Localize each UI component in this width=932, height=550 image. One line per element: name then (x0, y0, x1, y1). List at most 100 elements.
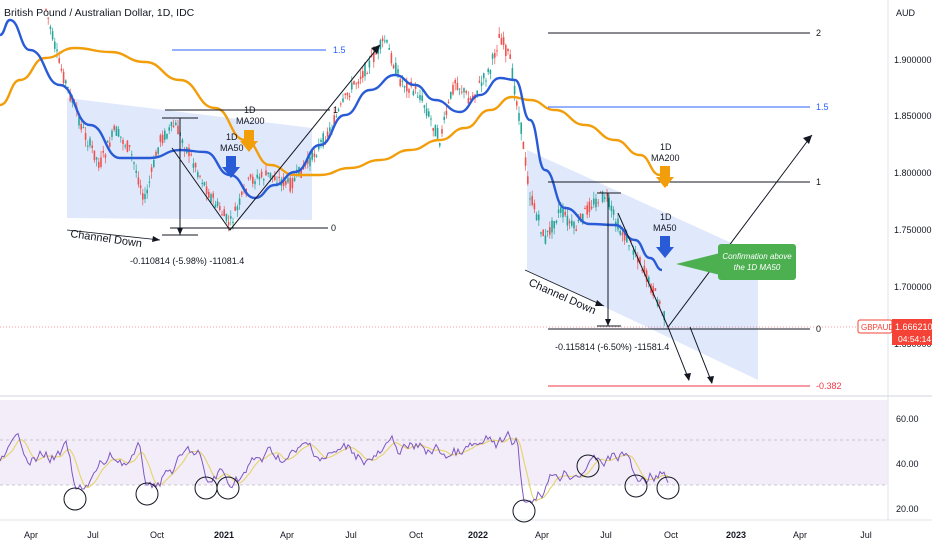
rsi-low-circle-8[interactable] (656, 476, 680, 500)
candle-body (564, 211, 566, 216)
candle-body (98, 161, 100, 168)
rsi-low-circle-2[interactable] (135, 482, 159, 506)
candle-body (139, 185, 142, 189)
measure-left-arrowhead (177, 228, 183, 235)
candle-body (155, 151, 157, 157)
rsi-tick: 20.00 (896, 504, 919, 514)
candle-body (553, 221, 555, 229)
time-axis[interactable]: Apr Jul Oct 2021 Apr Jul Oct 2022 Apr Jul Oct 2023 A… (24, 530, 872, 540)
candle-body (227, 221, 230, 226)
candle-body (100, 157, 102, 167)
rsi-low-circle-5[interactable] (512, 499, 536, 523)
price-axis-currency: AUD (896, 8, 916, 18)
candle-body (430, 118, 432, 120)
projection-left[interactable] (171, 44, 381, 231)
candle-body (434, 125, 437, 137)
candle-body (214, 204, 217, 208)
candle-body (549, 227, 551, 235)
candle-body (487, 68, 489, 73)
callout-line-1: Confirmation above (722, 252, 792, 261)
candle-body (414, 86, 417, 89)
rsi-low-circle-1[interactable] (63, 487, 87, 511)
candle-body (480, 82, 483, 86)
projection-right-down-1[interactable] (667, 326, 690, 381)
candle-body (456, 82, 459, 90)
candle-body (348, 95, 351, 98)
candle-body (199, 175, 201, 177)
candle-body (582, 213, 584, 224)
candle-body (311, 149, 313, 160)
candle-body (241, 191, 243, 195)
candle-body (408, 89, 410, 93)
candle-body (584, 207, 586, 209)
candle-body (485, 80, 487, 82)
candle-body (271, 175, 274, 177)
callout-pointer (676, 252, 724, 276)
candle-body (47, 17, 49, 19)
symbol-badge-text: GBPAUD (861, 323, 894, 332)
candle-body (78, 116, 80, 126)
candle-body (612, 209, 615, 215)
candle-body (219, 206, 221, 211)
rsi-low-circle-4[interactable] (216, 476, 240, 500)
candle-body (663, 311, 665, 321)
candle-body (93, 150, 96, 161)
measure-left-label: -0.110814 (-5.98%) -11081.4 (130, 256, 244, 266)
candle-body (516, 101, 518, 106)
candle-body (65, 80, 67, 84)
candle-body (87, 145, 89, 147)
rsi-low-circle-6[interactable] (576, 454, 600, 478)
candle-body (49, 26, 52, 30)
candle-body (247, 177, 250, 179)
candle-body (366, 73, 368, 75)
candle-body (496, 50, 498, 52)
candle-body (610, 205, 613, 212)
candle-body (313, 153, 316, 158)
fib-right-0-label: 0 (816, 324, 821, 334)
ma200-line (0, 46, 669, 187)
candle-body (337, 109, 340, 111)
candle-body (500, 37, 503, 45)
candle-body (428, 111, 430, 117)
candle-body (353, 81, 355, 85)
candle-body (289, 177, 291, 192)
candle-body (465, 91, 467, 93)
measure-right-arrowhead (605, 319, 611, 326)
candle-body (399, 79, 401, 87)
candle-body (412, 91, 415, 96)
projection-right-down-2[interactable] (689, 326, 713, 384)
candle-body (172, 125, 175, 128)
rsi-low-circle-7[interactable] (624, 474, 648, 498)
price-candles (45, 8, 665, 327)
candle-body (124, 145, 126, 147)
candle-body (401, 80, 404, 82)
candle-body (527, 176, 529, 184)
ma50-right-label-2: MA50 (653, 223, 677, 233)
candle-body (315, 155, 318, 157)
candle-body (544, 235, 547, 244)
time-tick: Jul (87, 530, 99, 540)
candle-body (395, 62, 397, 76)
rsi-axis-ticks[interactable]: 60.00 40.00 20.00 (896, 414, 919, 514)
candle-body (483, 73, 485, 79)
time-tick: 2021 (214, 530, 234, 540)
candle-body (346, 92, 349, 96)
candle-body (423, 105, 426, 108)
candle-body (318, 143, 320, 150)
candle-body (157, 147, 159, 154)
candle-body (511, 68, 514, 80)
chart-title[interactable]: British Pound / Australian Dollar, 1D, I… (4, 7, 195, 19)
candle-body (60, 68, 63, 71)
candle-body (533, 203, 536, 210)
time-tick: Apr (280, 530, 294, 540)
candle-body (452, 84, 454, 95)
candle-body (659, 301, 661, 304)
last-price-badge[interactable] (892, 319, 932, 345)
candle-body (362, 71, 364, 78)
channel-left[interactable] (67, 98, 312, 220)
candle-body (628, 245, 630, 247)
callout-box[interactable] (718, 244, 796, 280)
candle-body (210, 194, 212, 202)
price-tick: 1.900000 (894, 55, 932, 65)
